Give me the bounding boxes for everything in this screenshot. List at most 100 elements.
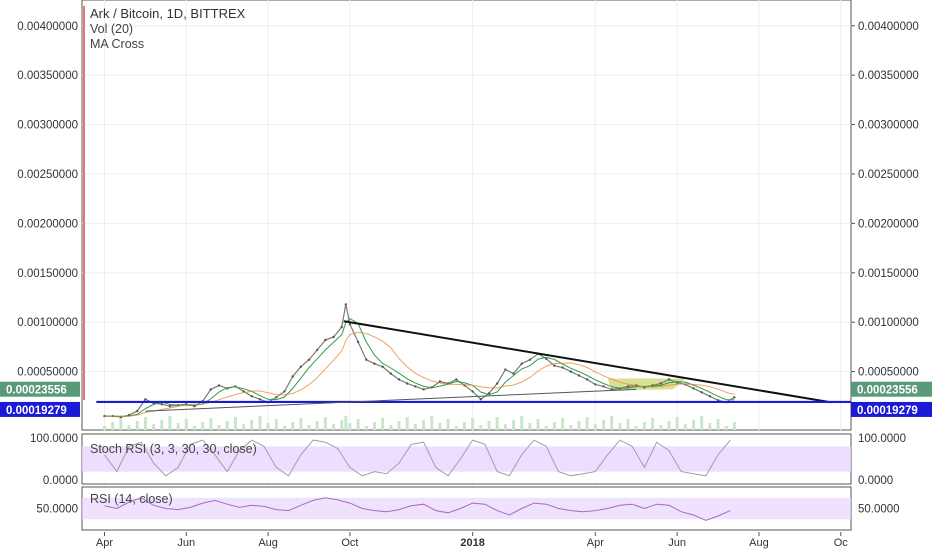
price-point bbox=[733, 396, 736, 399]
price-point bbox=[594, 383, 597, 386]
volume-bar bbox=[724, 426, 728, 430]
volume-bar bbox=[307, 425, 311, 430]
rsi-label: RSI (14, close) bbox=[90, 492, 173, 506]
volume-bar bbox=[683, 424, 687, 430]
left-price-tag bbox=[0, 381, 80, 397]
right-price-tick: 0.00400000 bbox=[858, 21, 919, 33]
volume-bar bbox=[446, 419, 450, 430]
volume-bar bbox=[708, 423, 712, 430]
price-tags: 0.00023556 0.00023556 0.00019279 0.00019279 bbox=[0, 381, 932, 417]
time-tick-label: Apr bbox=[96, 537, 113, 549]
price-point bbox=[545, 357, 548, 360]
volume-bar bbox=[602, 420, 606, 430]
price-point bbox=[471, 390, 474, 393]
volume-bar bbox=[700, 416, 704, 430]
right-price-tick: 0.00100000 bbox=[858, 317, 919, 329]
left-price-tick: 0.00200000 bbox=[17, 218, 78, 230]
price-point bbox=[258, 398, 262, 401]
volume-bar bbox=[642, 422, 646, 430]
price-point bbox=[324, 338, 327, 342]
volume-bar bbox=[438, 423, 442, 430]
stoch-right-tick: 0.0000 bbox=[858, 475, 893, 487]
volume-bar bbox=[282, 426, 286, 430]
price-point bbox=[479, 398, 482, 401]
price-point bbox=[700, 391, 703, 394]
volume-bar bbox=[569, 425, 573, 430]
price-point bbox=[340, 325, 343, 329]
left-price-tag-label: 0.00023556 bbox=[6, 385, 67, 397]
time-tick-label: Oc bbox=[834, 537, 849, 549]
price-point bbox=[160, 403, 163, 406]
volume-bar bbox=[462, 422, 466, 430]
rsi-band bbox=[82, 497, 851, 520]
volume-bar bbox=[389, 425, 393, 430]
volume-bar bbox=[651, 418, 655, 430]
time-tick-label: Jun bbox=[668, 537, 686, 549]
volume-bar bbox=[675, 417, 679, 430]
volume-bar bbox=[364, 426, 368, 430]
price-point bbox=[659, 382, 662, 385]
left-price-tick: 0.00250000 bbox=[17, 169, 78, 181]
price-point bbox=[667, 378, 671, 381]
volume-bar bbox=[299, 418, 303, 430]
volume-bar bbox=[381, 418, 385, 430]
volume-bar bbox=[217, 425, 221, 430]
price-point bbox=[299, 365, 302, 368]
price-point bbox=[602, 385, 605, 388]
price-point bbox=[250, 395, 253, 398]
volume-bar bbox=[152, 424, 156, 430]
indicator-ma-cross: MA Cross bbox=[90, 37, 144, 51]
volume-bar bbox=[552, 422, 556, 430]
volume-bar bbox=[454, 426, 458, 430]
volume-bar bbox=[143, 417, 147, 430]
volume-bar bbox=[192, 426, 196, 430]
price-point bbox=[586, 378, 589, 381]
price-point bbox=[569, 370, 572, 373]
descending-trendline bbox=[343, 320, 831, 404]
volume-bar bbox=[111, 422, 115, 430]
rsi-left-tick: 50.0000 bbox=[36, 504, 78, 516]
volume-bar bbox=[585, 417, 589, 430]
volume-bar bbox=[201, 422, 205, 430]
price-point bbox=[356, 340, 360, 344]
rsi-line bbox=[104, 497, 731, 521]
volume-bar bbox=[692, 420, 696, 430]
right-price-tick: 0.00150000 bbox=[858, 268, 919, 280]
volume-bar bbox=[422, 420, 426, 430]
right-price-tick: 0.00300000 bbox=[858, 120, 919, 132]
volume-bar bbox=[732, 422, 736, 430]
time-tick-label: Oct bbox=[341, 537, 358, 549]
right-price-tag-label: 0.00023556 bbox=[857, 385, 918, 397]
price-point bbox=[217, 384, 221, 387]
volume-bar bbox=[413, 424, 417, 430]
left-price-tick: 0.00350000 bbox=[17, 70, 78, 82]
volume-bar bbox=[487, 421, 491, 430]
stoch-right-tick: 100.0000 bbox=[858, 433, 906, 445]
right-price-tick: 0.00250000 bbox=[858, 169, 919, 181]
stoch-left-tick: 0.0000 bbox=[43, 475, 78, 487]
volume-bar bbox=[577, 421, 581, 430]
price-point bbox=[438, 380, 442, 383]
volume-bar bbox=[593, 424, 597, 430]
volume-bar bbox=[266, 423, 270, 430]
volume-bar bbox=[250, 420, 254, 430]
main-pane-grid bbox=[81, 0, 852, 530]
volume-bar bbox=[528, 423, 532, 430]
volume-bars bbox=[102, 416, 736, 430]
volume-bar bbox=[348, 423, 352, 430]
volume-bar bbox=[667, 421, 671, 430]
price-point bbox=[528, 358, 532, 361]
left-price-tick: 0.00300000 bbox=[17, 120, 78, 132]
right-price-tick: 0.00200000 bbox=[858, 218, 919, 230]
volume-bar bbox=[274, 419, 278, 430]
right-price-axis: 0.00400000 0.00350000 0.00300000 0.00250000… bbox=[851, 21, 919, 379]
price-point bbox=[397, 378, 401, 381]
rsi-pane: 50.0000 50.0000 bbox=[36, 486, 900, 531]
volume-bar bbox=[127, 425, 131, 430]
price-point bbox=[504, 368, 507, 371]
price-point bbox=[692, 387, 695, 390]
volume-bar bbox=[520, 416, 524, 430]
time-tick-label: Aug bbox=[749, 537, 769, 549]
time-tick-label: Apr bbox=[587, 537, 604, 549]
